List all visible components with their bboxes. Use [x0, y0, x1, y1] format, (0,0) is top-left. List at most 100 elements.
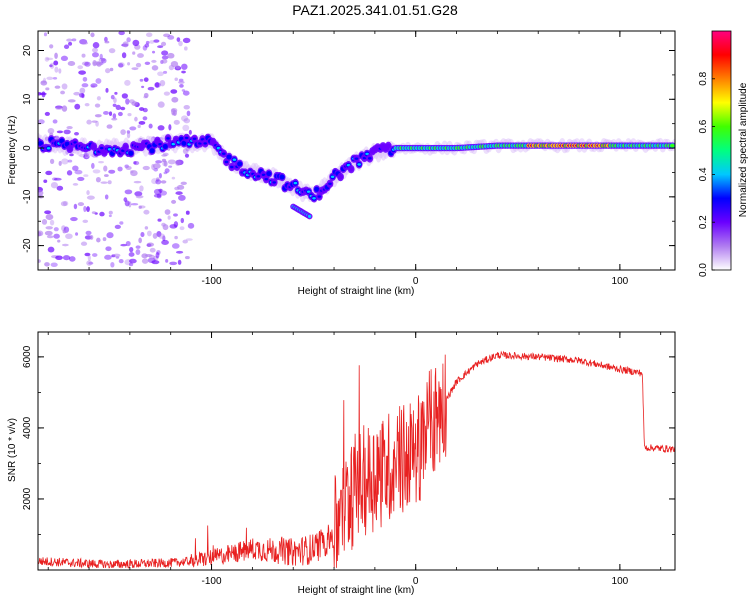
heatmap-noise-cell — [101, 58, 107, 64]
heatmap-ridge-core — [99, 146, 104, 150]
heatmap-noise-cell — [143, 209, 150, 215]
heatmap-ridge-core — [123, 145, 128, 149]
heatmap-noise-cell — [121, 52, 127, 59]
heatmap-noise-cell — [38, 259, 41, 263]
heatmap-noise-cell — [118, 31, 125, 36]
heatmap-noise-cell — [94, 103, 101, 108]
spectrogram-x-ticks: -100 0 100 — [47, 31, 662, 287]
heatmap-noise-cell — [149, 247, 156, 253]
heatmap-noise-cell — [112, 113, 117, 119]
heatmap-noise-cell — [129, 170, 134, 174]
spectrogram-frame — [37, 30, 676, 271]
heatmap-noise-cell — [129, 126, 137, 131]
heatmap-noise-cell — [157, 45, 164, 49]
spectrogram-y-ticks: -20 -10 0 10 20 — [22, 45, 675, 271]
heatmap-noise-cell — [187, 222, 195, 229]
snr-y-tick-label: 2000 — [22, 487, 33, 510]
heatmap-noise-cell — [83, 154, 90, 160]
heatmap-noise-cell — [161, 158, 167, 163]
heatmap-ridge-core — [60, 139, 64, 143]
heatmap-ridge-core — [349, 167, 353, 171]
heatmap-noise-cell — [44, 56, 50, 62]
heatmap-noise-cell — [44, 210, 52, 215]
heatmap-noise-cell — [134, 191, 143, 197]
heatmap-noise-cell — [143, 77, 149, 82]
heatmap-noise-cell — [167, 215, 171, 220]
colorbar-tick-label: 0.8 — [698, 71, 709, 85]
heatmap-noise-cell — [95, 120, 99, 127]
spectrogram-y-tick-label: 20 — [22, 45, 33, 57]
spectrogram-x-tick-label: 0 — [413, 276, 419, 287]
heatmap-noise-cell — [114, 224, 121, 229]
heatmap-noise-cell — [148, 254, 155, 259]
heatmap-noise-cell — [106, 124, 113, 129]
heatmap-noise-cell — [104, 254, 112, 260]
heatmap-noise-cell — [62, 255, 71, 261]
spectrogram-y-tick-label: -20 — [22, 238, 33, 253]
heatmap-noise-cell — [171, 96, 179, 103]
heatmap-noise-cell — [104, 36, 108, 42]
heatmap-noise-cell — [40, 80, 48, 86]
heatmap-noise-cell — [162, 152, 169, 156]
heatmap-noise-cell — [162, 224, 169, 231]
heatmap-noise-cell — [81, 61, 89, 66]
heatmap-noise-cell — [124, 79, 131, 86]
heatmap-ridge-core — [232, 158, 237, 161]
heatmap-ridge-core — [670, 144, 675, 147]
heatmap-noise-cell — [144, 61, 151, 65]
heatmap-noise-cell — [147, 230, 152, 237]
heatmap-noise-cell — [50, 262, 58, 268]
heatmap-noise-cell — [99, 53, 103, 60]
heatmap-noise-cell — [44, 262, 50, 267]
heatmap-noise-cell — [108, 210, 113, 215]
snr-x-ticks: -100 0 100 — [47, 332, 662, 587]
heatmap-noise-cell — [103, 111, 109, 115]
heatmap-noise-cell — [122, 41, 129, 48]
spectrogram-y-axis-label: Frequency (Hz) — [7, 116, 18, 185]
heatmap-noise-cell — [46, 235, 54, 239]
heatmap-noise-cell — [181, 89, 186, 92]
spectrogram-y-tick-label: 10 — [22, 93, 33, 105]
heatmap-noise-cell — [61, 158, 69, 165]
heatmap-noise-cell — [175, 250, 184, 254]
heatmap-noise-cell — [163, 91, 171, 96]
heatmap-noise-cell — [118, 63, 124, 68]
heatmap-noise-cell — [92, 60, 97, 67]
heatmap-noise-cell — [44, 136, 49, 142]
heatmap-noise-cell — [139, 185, 144, 192]
snr-x-axis-label: Height of straight line (km) — [298, 585, 415, 596]
heatmap-noise-cell — [163, 160, 168, 167]
heatmap-noise-cell — [95, 177, 101, 183]
heatmap-noise-cell — [45, 170, 53, 176]
spectrogram-y-tick-label: 0 — [22, 145, 33, 151]
heatmap-noise-cell — [77, 202, 85, 207]
heatmap-noise-cell — [49, 158, 55, 164]
heatmap-noise-cell — [142, 116, 148, 121]
heatmap-noise-cell — [132, 39, 140, 47]
heatmap-tail-core — [307, 214, 312, 218]
heatmap-noise-cell — [157, 218, 162, 222]
heatmap-noise-cell — [85, 230, 92, 236]
heatmap-noise-cell — [61, 225, 66, 232]
heatmap-noise-cell — [58, 160, 62, 167]
heatmap-noise-cell — [38, 189, 44, 196]
heatmap-noise-cell — [183, 104, 190, 110]
heatmap-noise-cell — [120, 106, 126, 111]
heatmap-noise-cell — [117, 166, 123, 172]
heatmap-noise-cell — [137, 124, 141, 129]
heatmap-noise-cell — [96, 61, 102, 67]
heatmap-noise-cell — [45, 214, 54, 221]
heatmap-ridge-core — [182, 142, 186, 145]
snr-y-tick-label: 4000 — [22, 416, 33, 439]
snr-y-axis-label: SNR (10 * v/v) — [7, 418, 18, 482]
heatmap-ridge-core — [184, 136, 189, 140]
heatmap-ridge-core — [357, 163, 361, 166]
heatmap-noise-cell — [77, 176, 85, 181]
heatmap-noise-cell — [60, 201, 68, 207]
heatmap-noise-cell — [54, 52, 58, 59]
snr-y-ticks: 2000 4000 6000 — [22, 345, 675, 571]
heatmap-noise-cell — [180, 181, 187, 185]
heatmap-noise-cell — [44, 230, 53, 236]
